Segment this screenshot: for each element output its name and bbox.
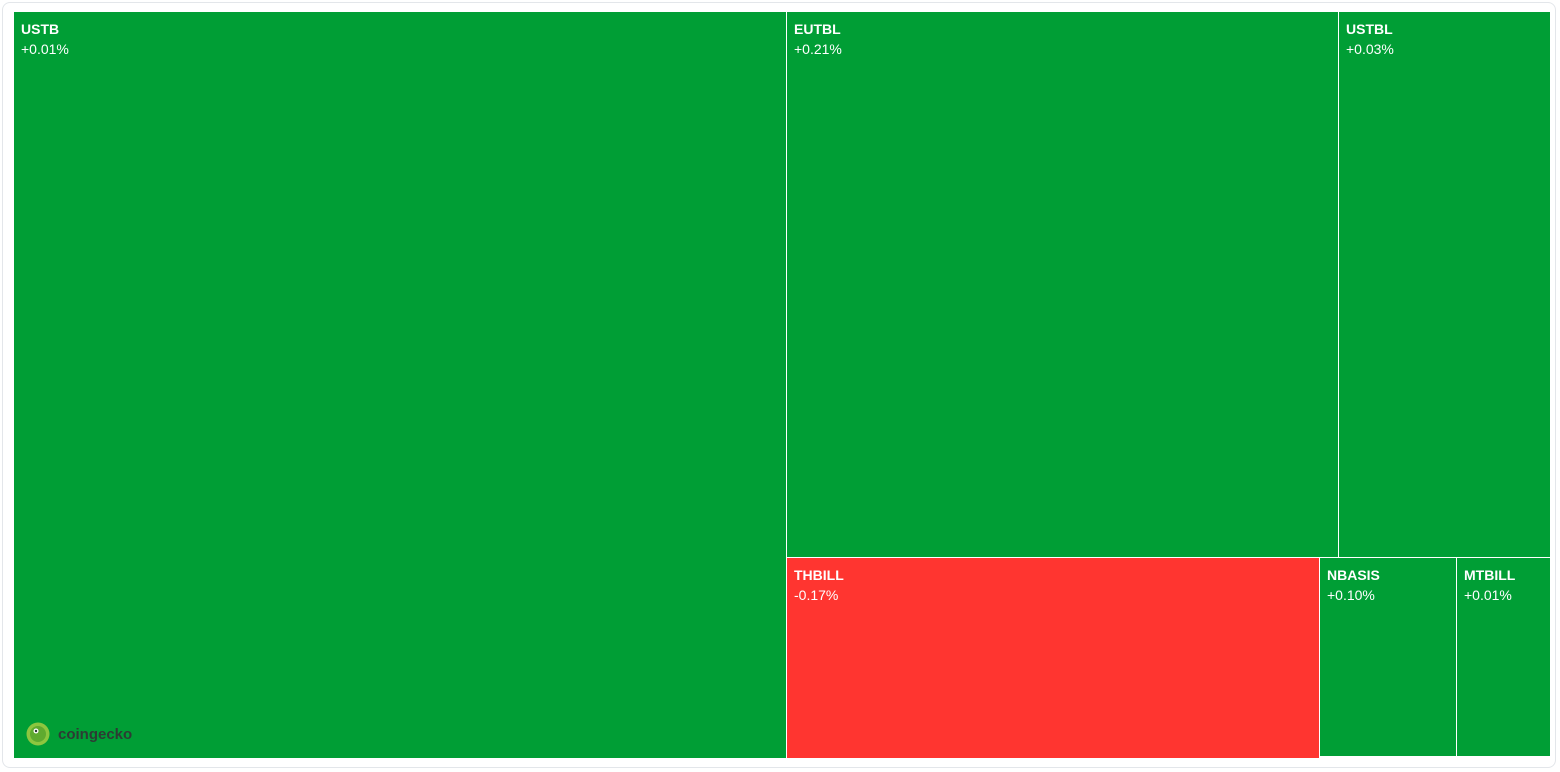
tile-symbol: MTBILL (1464, 567, 1516, 583)
treemap: USTB +0.01% EUTBL +0.21% USTBL +0.03% THBILL -0… (14, 12, 1550, 758)
tile-change: +0.21% (794, 41, 842, 57)
tile[interactable]: NBASIS +0.10% (1320, 558, 1456, 756)
tile-symbol: NBASIS (1327, 567, 1380, 583)
logo-text: coingecko (58, 725, 133, 743)
tile[interactable]: USTB +0.01% (14, 12, 786, 758)
tile[interactable]: EUTBL +0.21% (787, 12, 1338, 557)
tile-change: -0.17% (794, 587, 839, 603)
logo-icon (26, 722, 50, 746)
tile-change: +0.01% (21, 41, 69, 57)
tile-symbol: USTBL (1346, 21, 1393, 37)
tile-change: +0.01% (1464, 587, 1512, 603)
logo: coingecko (26, 721, 132, 747)
tile[interactable]: USTBL +0.03% (1339, 12, 1550, 557)
tile-change: +0.10% (1327, 587, 1375, 603)
tile-change: +0.03% (1346, 41, 1394, 57)
tile-symbol: USTB (21, 21, 60, 37)
tile-symbol: THBILL (794, 567, 844, 583)
tile[interactable]: THBILL -0.17% (787, 558, 1319, 758)
tile-symbol: EUTBL (794, 21, 841, 37)
tile[interactable]: MTBILL +0.01% (1457, 558, 1550, 756)
